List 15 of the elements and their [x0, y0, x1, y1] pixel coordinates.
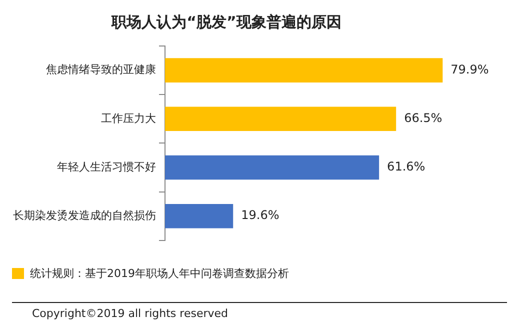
text: 统计规则：基于2019年职场人年中问卷调查数据分析: [30, 266, 289, 281]
bar: [165, 204, 234, 228]
y-tick-label: 年轻人生活习惯不好: [57, 160, 156, 174]
bar: [165, 58, 443, 82]
y-tick-label: 工作压力大: [101, 112, 156, 125]
bar: [165, 106, 396, 132]
y-tick-label: 长期染发烫发造成的自然损伤: [13, 208, 156, 222]
text: Copyright©2019 all rights reserved: [32, 307, 228, 320]
data-label: 19.6%: [241, 208, 280, 222]
y-tick-label: 焦虑情绪导致的亚健康: [46, 63, 156, 76]
data-label: 66.5%: [404, 111, 442, 126]
data-label: 61.6%: [387, 160, 426, 174]
bar: [165, 155, 380, 180]
data-label: 79.9%: [450, 62, 489, 76]
chart-title: 职场人认为“脱发”现象普遍的原因: [110, 12, 342, 31]
